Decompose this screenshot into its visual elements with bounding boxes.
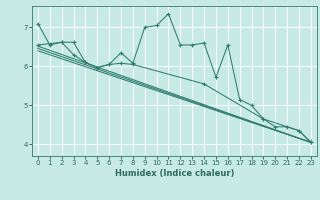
- X-axis label: Humidex (Indice chaleur): Humidex (Indice chaleur): [115, 169, 234, 178]
